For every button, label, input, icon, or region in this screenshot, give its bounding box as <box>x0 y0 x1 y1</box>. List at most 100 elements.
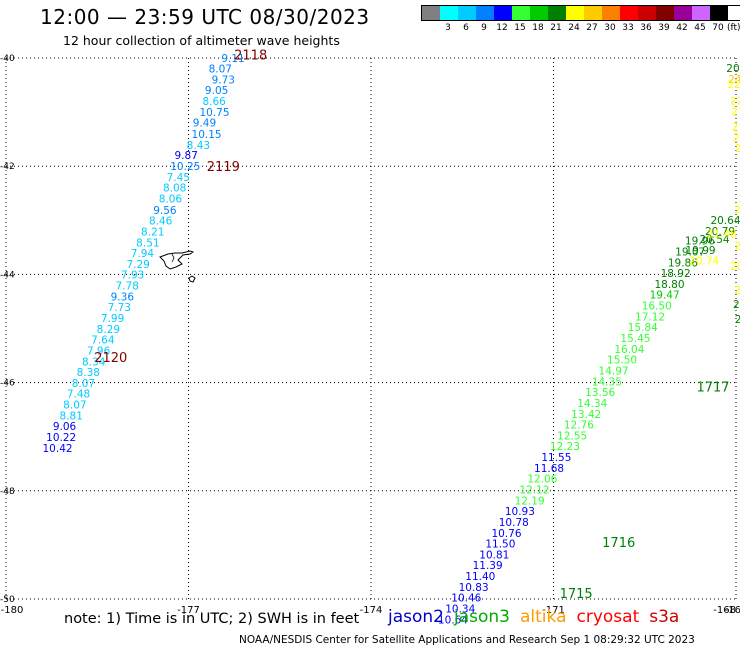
color-scale-swatches <box>421 5 740 21</box>
satellite-jason2: jason2 <box>388 607 444 627</box>
swh-value-diagonal: 19.47 <box>650 290 680 302</box>
color-scale-label: 6 <box>463 23 469 33</box>
swh-value-diagonal: 16.04 <box>614 344 644 356</box>
satellite-s3a: s3a <box>649 607 680 627</box>
swh-value-east: 22.45 <box>733 132 740 144</box>
swh-value-east: 20.14 <box>735 314 740 326</box>
color-swatch <box>566 6 584 20</box>
swh-value-east: 21.48 <box>707 229 737 241</box>
swh-value-diagonal: 12.06 <box>527 474 557 486</box>
map-grid <box>5 57 737 600</box>
lat-tick-label: -48 <box>0 487 15 497</box>
swh-value-west: 7.45 <box>167 172 190 184</box>
swh-value-west: 7.29 <box>126 259 149 271</box>
lat-tick-label: -40 <box>0 54 15 64</box>
satellite-cryosat: cryosat <box>576 607 640 627</box>
swh-value-diagonal: 11.39 <box>473 560 503 572</box>
color-scale-labels: 3 6 9 12 15 18 21 24 27 30 33 36 39 42 45 70 (ft) <box>421 23 740 35</box>
swh-value-west: 9.05 <box>205 85 228 97</box>
swh-value-east: 21.56 <box>738 193 740 205</box>
swh-value-west: 7.73 <box>108 302 131 314</box>
swh-value-diagonal: 12.23 <box>550 441 580 453</box>
swh-value-west: 7.99 <box>101 313 124 325</box>
swh-value-east: 21.13 <box>735 241 740 253</box>
swh-value-diagonal: 10.76 <box>491 528 521 540</box>
swh-value-diagonal: 14.97 <box>599 365 629 377</box>
swh-value-west: 8.51 <box>136 237 159 249</box>
time-label-layer: 2118211921201717171617151718 <box>94 49 729 602</box>
swh-value-west: 8.81 <box>60 410 83 422</box>
swh-value-west: 8.66 <box>202 96 226 108</box>
axis-labels: -40 -42 -44 -46 -48 -50-180 -177 -174 -171 -168-1… <box>0 54 740 616</box>
color-scale-label: 27 <box>586 23 598 33</box>
swh-value-east: 22.06 <box>734 204 740 216</box>
swh-value-west: 8.07 <box>209 64 232 76</box>
swh-value-east: 20.57 <box>730 261 740 273</box>
swh-value-diagonal: 19.86 <box>668 257 698 269</box>
swh-value-west: 9.73 <box>212 74 235 86</box>
swh-value-diagonal: 19.96 <box>685 236 715 248</box>
color-scale-label: 18 <box>532 23 544 33</box>
swh-value-east: 20.79 <box>733 299 740 311</box>
swh-value-diagonal: 18.92 <box>661 268 691 280</box>
swh-value-diagonal: 18.80 <box>654 279 684 291</box>
swh-value-diagonal: 15.84 <box>628 322 658 334</box>
swh-value-diagonal: 13.56 <box>585 387 615 399</box>
swh-value-diagonal: 11.40 <box>465 571 495 583</box>
swh-value-east: 21.95 <box>732 121 740 133</box>
swh-value-diagonal: 12.76 <box>564 420 594 432</box>
color-swatch <box>692 6 710 20</box>
swh-value-west: 8.46 <box>149 216 173 228</box>
swh-value-west: 8.29 <box>97 324 120 336</box>
color-scale-label: 39 <box>658 23 670 33</box>
swh-value-west: 7.64 <box>91 335 115 347</box>
lon-tick-label: -171 <box>542 605 565 616</box>
time-label: 1717 <box>696 380 729 395</box>
time-label: 2120 <box>94 351 127 366</box>
color-swatch <box>440 6 458 20</box>
time-label: 2119 <box>207 160 240 175</box>
swh-value-west: 10.42 <box>43 443 73 455</box>
swh-value-west: 8.38 <box>77 367 100 379</box>
color-swatch <box>494 6 512 20</box>
swh-value-diagonal: 12.12 <box>519 485 549 497</box>
lon-tick-label: -168 <box>713 605 736 616</box>
lon-tick-label: -174 <box>360 605 383 616</box>
swh-value-west: 8.06 <box>159 193 183 205</box>
time-label: 1715 <box>560 587 593 602</box>
swh-value-west: 7.78 <box>116 281 139 293</box>
swh-value-east: 22.97 <box>730 96 740 108</box>
credit-line: NOAA/NESDIS Center for Satellite Applica… <box>239 634 695 646</box>
swh-value-diagonal: 13.42 <box>571 409 601 421</box>
swh-value-diagonal: 15.50 <box>607 355 637 367</box>
swh-value-diagonal: 11.55 <box>541 452 571 464</box>
swh-value-east: 21.28 <box>735 143 740 155</box>
color-scale-label: 33 <box>622 23 634 33</box>
lon-tick-label: -180 <box>1 605 24 616</box>
swh-value-west: 9.56 <box>153 205 177 217</box>
swh-value-west: 8.07 <box>72 378 95 390</box>
footnote: note: 1) Time is in UTC; 2) SWH is in fe… <box>64 611 360 627</box>
swh-value-east: 24.03 <box>728 74 740 86</box>
lat-tick-label: -44 <box>0 270 15 280</box>
color-scale-label: 21 <box>550 23 562 33</box>
swh-value-east: 20.63 <box>726 63 740 75</box>
swh-value-east: 21.28 <box>734 285 740 297</box>
color-scale-label: 15 <box>514 23 526 33</box>
swh-value-diagonal: 11.68 <box>534 463 564 475</box>
swh-value-diagonal: 14.34 <box>577 398 607 410</box>
track-layer: 9.118.079.739.058.6610.759.4910.158.439.… <box>43 53 740 627</box>
lat-tick-label: -50 <box>0 595 15 605</box>
color-swatch <box>512 6 530 20</box>
color-scale-label: 45 <box>694 23 706 33</box>
time-label: 2118 <box>234 49 267 64</box>
swh-value-west: 9.36 <box>111 291 135 303</box>
lat-tick-label: -42 <box>0 162 15 172</box>
lon-tick-label: -177 <box>177 605 200 616</box>
page-subtitle: 12 hour collection of altimeter wave hei… <box>63 33 340 48</box>
swh-value-west: 9.11 <box>221 53 244 65</box>
color-swatch <box>620 6 638 20</box>
swh-value-east: 20.54 <box>700 234 730 246</box>
color-scale-unit: (ft) <box>727 23 740 33</box>
time-label: 1716 <box>602 536 635 551</box>
